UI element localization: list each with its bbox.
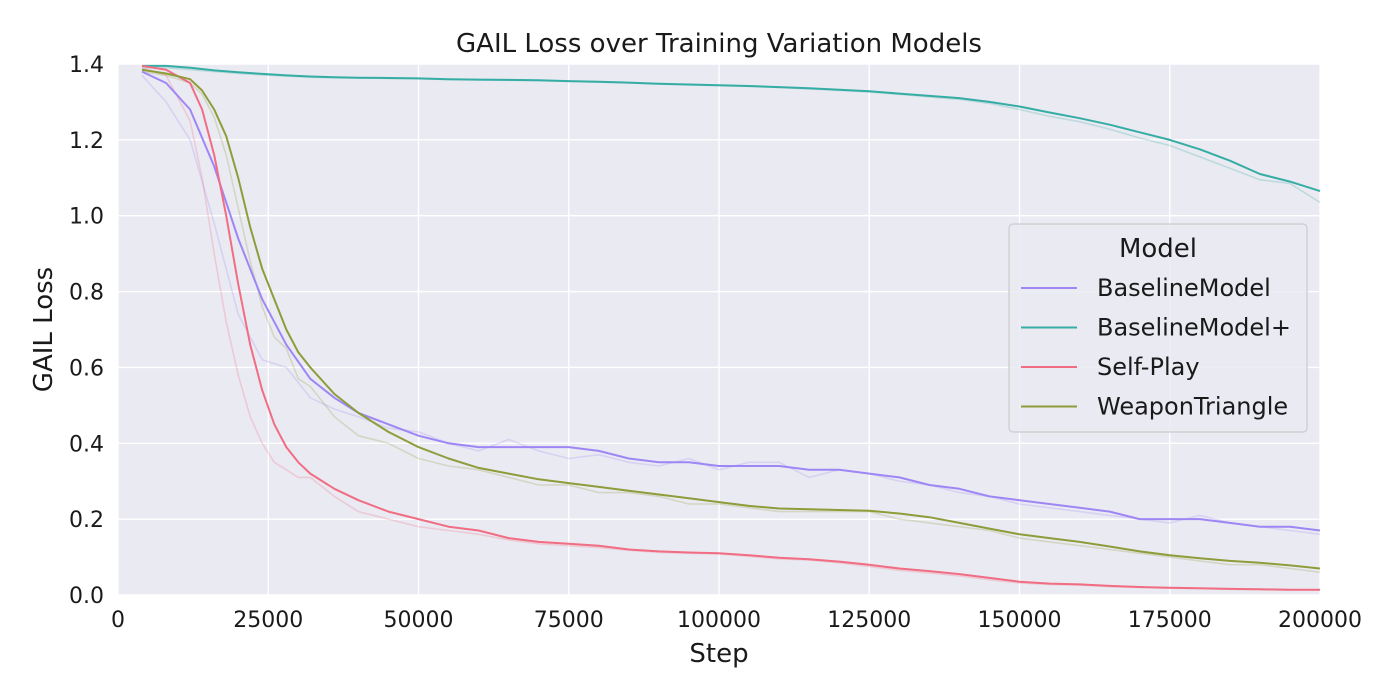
x-tick-label: 0 <box>111 608 125 633</box>
x-axis-label: Step <box>689 639 748 669</box>
x-tick-label: 150000 <box>978 608 1062 633</box>
y-axis-ticks: 0.0 0.2 0.4 0.6 0.8 1.0 1.2 1.4 <box>69 53 104 609</box>
y-tick-label: 0.8 <box>69 281 104 306</box>
smoothed-series-lines <box>141 64 1321 591</box>
legend-title: Model <box>1119 234 1197 264</box>
x-tick-label: 200000 <box>1278 608 1362 633</box>
series-line-0 <box>141 70 1321 532</box>
y-tick-label: 0.0 <box>69 584 104 609</box>
x-tick-label: 175000 <box>1128 608 1212 633</box>
series-line-1 <box>142 64 1321 193</box>
x-tick-label: 125000 <box>827 608 911 633</box>
y-tick-label: 0.2 <box>69 508 104 533</box>
legend-items: BaselineModel BaselineModel+ Self-Play Weap… <box>1021 274 1291 421</box>
legend-box <box>1008 223 1308 433</box>
y-tick-label: 1.4 <box>69 53 104 78</box>
legend: Model BaselineModel BaselineModel+ Self-Pl… <box>1008 223 1308 433</box>
legend-label: BaselineModel+ <box>1097 314 1291 342</box>
y-tick-label: 1.0 <box>69 205 104 230</box>
grid-lines <box>117 63 1321 596</box>
y-tick-label: 1.2 <box>69 129 104 154</box>
legend-label: BaselineModel <box>1097 274 1271 302</box>
series-line-3 <box>141 68 1321 570</box>
legend-label: Self-Play <box>1097 353 1200 381</box>
x-tick-label: 25000 <box>233 608 303 633</box>
x-tick-label: 100000 <box>677 608 761 633</box>
x-tick-label: 75000 <box>534 608 604 633</box>
x-tick-label: 50000 <box>384 608 454 633</box>
chart-title: GAIL Loss over Training Variation Models <box>456 29 982 59</box>
legend-label: WeaponTriangle <box>1097 393 1288 421</box>
y-tick-label: 0.4 <box>69 432 104 457</box>
y-axis-label: GAIL Loss <box>29 267 59 392</box>
x-axis-ticks: 0 25000 50000 75000 100000 125000 150000 175000… <box>111 608 1362 633</box>
series-line-2 <box>141 64 1320 591</box>
y-tick-label: 0.6 <box>69 356 104 381</box>
